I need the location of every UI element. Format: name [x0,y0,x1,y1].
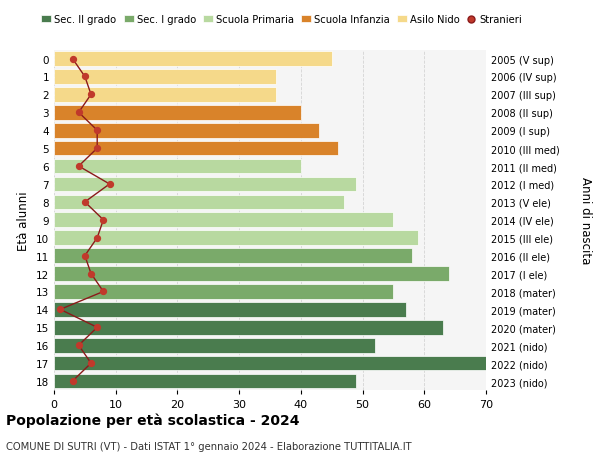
Bar [54,177,356,192]
Point [68,378,77,385]
Bar [54,302,406,317]
Bar [54,356,486,371]
Point [92,235,102,242]
Bar [54,52,332,67]
Point [98,217,108,224]
Bar [54,249,412,263]
Point [80,199,89,206]
Y-axis label: Età alunni: Età alunni [17,190,31,250]
Bar [54,374,356,388]
Point [86,270,96,278]
Point [92,324,102,331]
Text: COMUNE DI SUTRI (VT) - Dati ISTAT 1° gennaio 2024 - Elaborazione TUTTITALIA.IT: COMUNE DI SUTRI (VT) - Dati ISTAT 1° gen… [6,441,412,451]
Bar [54,213,394,228]
Legend: Sec. II grado, Sec. I grado, Scuola Primaria, Scuola Infanzia, Asilo Nido, Stran: Sec. II grado, Sec. I grado, Scuola Prim… [37,11,526,29]
Bar [54,159,301,174]
Point [92,127,102,134]
Bar [54,123,319,138]
Bar [54,70,276,84]
Bar [54,88,276,102]
Point [86,91,96,99]
Bar [54,106,301,120]
Bar [54,267,449,281]
Point [74,163,83,170]
Point [98,288,108,296]
Bar [54,338,375,353]
Point [74,109,83,117]
Bar [54,231,418,246]
Y-axis label: Anni di nascita: Anni di nascita [579,177,592,264]
Point [74,342,83,349]
Bar [54,285,394,299]
Text: Popolazione per età scolastica - 2024: Popolazione per età scolastica - 2024 [6,413,299,428]
Point [92,145,102,152]
Bar [54,141,338,156]
Point [80,73,89,81]
Bar [54,320,443,335]
Point [86,360,96,367]
Point [105,181,115,188]
Bar [54,195,344,210]
Point [80,252,89,260]
Point [68,56,77,63]
Point [55,306,65,313]
